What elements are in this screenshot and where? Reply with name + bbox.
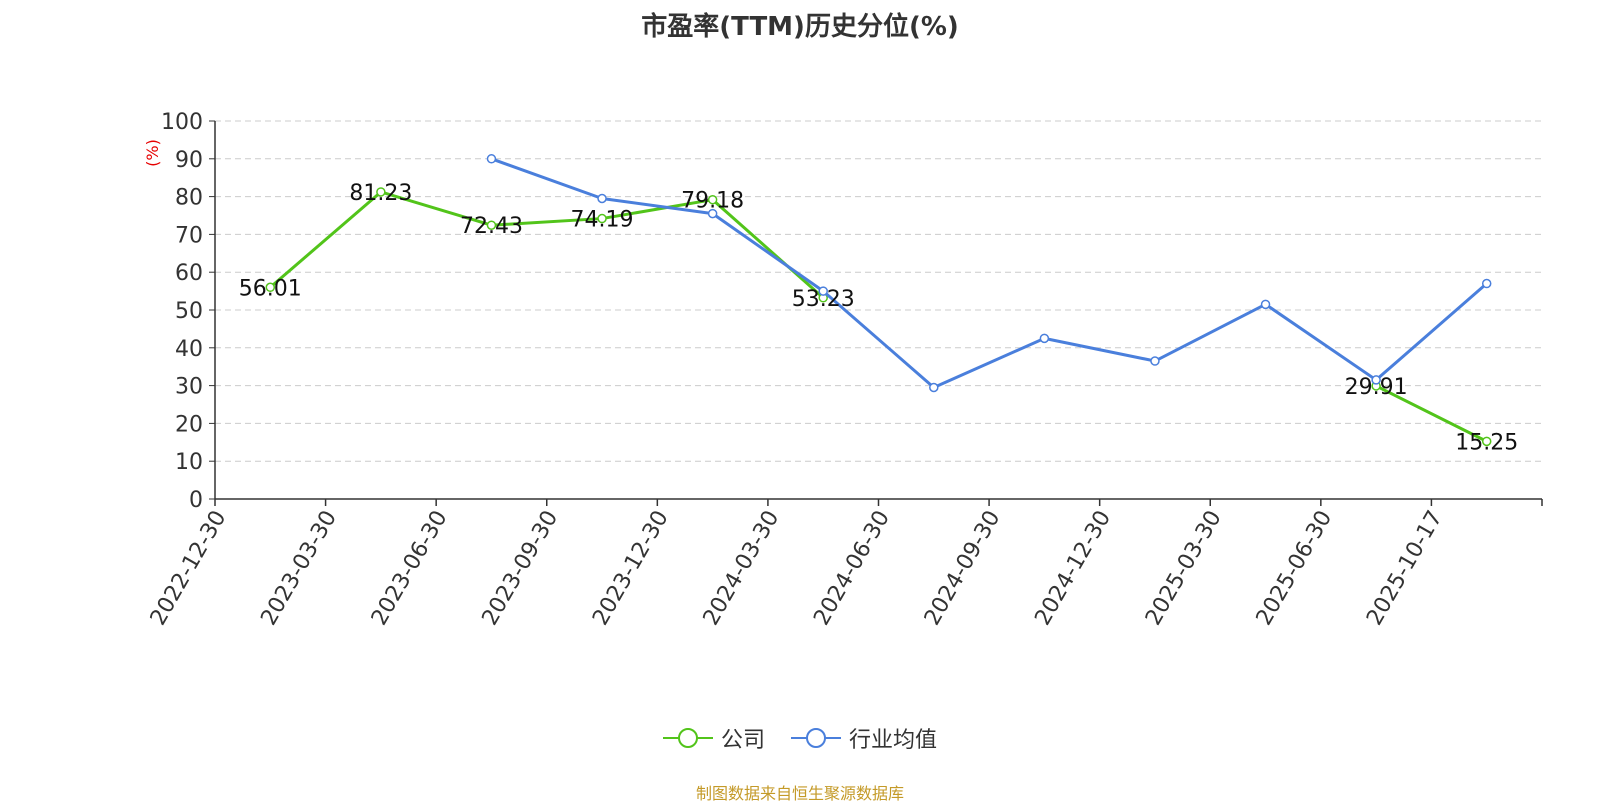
x-tick-label: 2024-12-30 xyxy=(1030,507,1116,630)
y-tick-label: 20 xyxy=(175,412,203,437)
legend-company-line-icon xyxy=(662,728,713,748)
data-point-0 xyxy=(1481,436,1492,447)
series-line-0 xyxy=(269,190,1488,443)
y-tick-label: 100 xyxy=(161,110,203,135)
data-label: 74.19 xyxy=(571,208,634,233)
data-point-1 xyxy=(1260,299,1271,310)
y-tick-label: 70 xyxy=(175,223,203,248)
data-point-1 xyxy=(486,154,497,164)
y-tick-label: 40 xyxy=(175,337,203,362)
x-tick-label: 2023-03-30 xyxy=(256,507,342,630)
data-point-1 xyxy=(818,286,828,296)
data-labels: 56.01 81.23 72.43 74.19 79.18 53.23 29.91 15.25 xyxy=(239,181,1518,455)
data-point-1 xyxy=(1039,333,1050,344)
x-tick-label: 2025-03-30 xyxy=(1141,507,1227,630)
data-point-1 xyxy=(1481,278,1492,289)
y-tick-label: 30 xyxy=(175,375,203,400)
data-point-0 xyxy=(376,187,386,197)
data-point-1 xyxy=(597,193,607,204)
y-tick-label: 0 xyxy=(189,488,203,513)
data-point-1 xyxy=(929,382,939,393)
data-point-0 xyxy=(597,213,607,224)
data-point-1 xyxy=(1371,375,1381,385)
y-tick-label: 80 xyxy=(175,186,203,211)
x-tick-label: 2023-06-30 xyxy=(367,506,453,629)
data-label: 15.25 xyxy=(1455,430,1518,455)
data-point-0 xyxy=(265,282,276,293)
data-label: 56.01 xyxy=(239,276,302,301)
x-tick-label: 2025-06-30 xyxy=(1252,507,1338,630)
data-label: 81.23 xyxy=(349,181,412,206)
x-tick-label: 2025-10-17 xyxy=(1362,507,1448,630)
legend-item-industry[interactable]: 行业均值 xyxy=(791,722,937,754)
series-lines xyxy=(265,154,1492,447)
y-tick-label: 60 xyxy=(175,261,203,286)
series-line-1 xyxy=(490,157,1488,389)
data-label: 72.43 xyxy=(460,214,523,239)
grid-lines xyxy=(215,120,1542,462)
source-note: 制图数据来自恒生聚源数据库 xyxy=(695,784,904,803)
y-axis-label: (%) xyxy=(143,139,162,167)
y-tick-label: 90 xyxy=(175,148,203,173)
x-tick-label: 2023-09-30 xyxy=(478,507,564,630)
data-point-1 xyxy=(1150,356,1160,366)
legend: 公司 行业均值 xyxy=(0,722,1600,754)
x-tick-label: 2024-03-30 xyxy=(699,507,785,630)
legend-company-label: 公司 xyxy=(720,728,765,753)
data-point-0 xyxy=(486,220,497,230)
chart-title: 市盈率(TTM)历史分位(%) xyxy=(641,12,959,42)
x-tick-label: 2022-12-30 xyxy=(146,507,232,630)
data-label: 29.91 xyxy=(1345,375,1408,400)
y-tick-label: 50 xyxy=(175,299,203,324)
data-label: 53.23 xyxy=(792,287,855,312)
legend-industry-line-icon xyxy=(791,728,841,748)
x-tick-label: 2024-06-30 xyxy=(809,507,895,630)
x-tick-label: 2024-09-30 xyxy=(920,506,1006,629)
data-label: 79.18 xyxy=(681,189,744,214)
y-tick-label: 10 xyxy=(175,450,203,475)
data-point-0 xyxy=(707,194,718,205)
x-tick-label: 2023-12-30 xyxy=(588,507,674,630)
data-point-1 xyxy=(707,208,718,219)
legend-item-company[interactable]: 公司 xyxy=(662,722,765,754)
legend-industry-label: 行业均值 xyxy=(849,728,938,753)
